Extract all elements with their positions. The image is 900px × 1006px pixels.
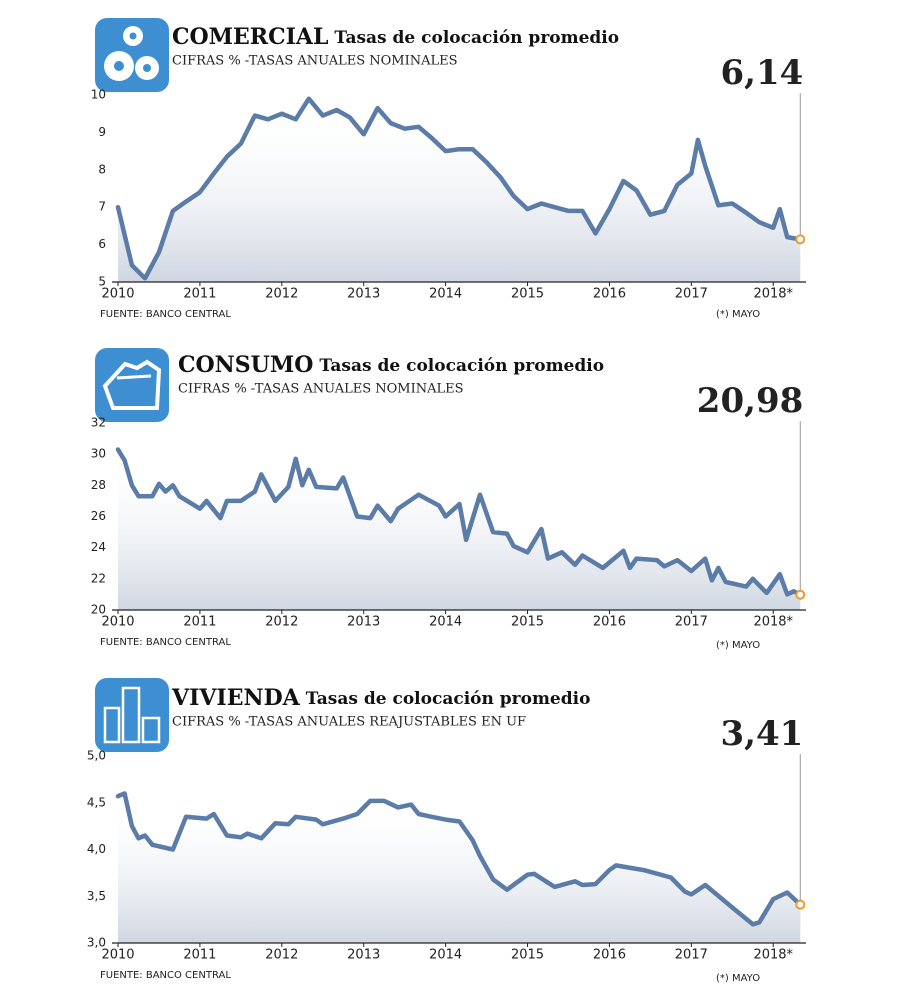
- x-tick-label: 2013: [347, 948, 380, 963]
- y-tick-label: 22: [91, 571, 106, 585]
- x-tick-label: 2016: [593, 948, 626, 963]
- y-tick-label: 32: [91, 416, 106, 430]
- y-tick-label: 10: [91, 88, 106, 102]
- area: [118, 98, 801, 282]
- y-tick-label: 28: [91, 478, 106, 492]
- y-tick-label: 20: [91, 603, 106, 617]
- source-note: FUENTE: BANCO CENTRAL: [100, 309, 231, 320]
- y-tick-label: 9: [98, 125, 106, 139]
- x-tick-label: 2014: [429, 615, 462, 630]
- y-tick-label: 8: [98, 162, 106, 176]
- x-tick-label: 2012: [265, 615, 298, 630]
- x-tick-label: 2011: [183, 948, 216, 963]
- footnote: (*) MAYO: [716, 309, 760, 320]
- x-tick-label: 2011: [183, 615, 216, 630]
- chart-heading: COMERCIAL Tasas de colocación promedio: [172, 24, 619, 50]
- y-tick-label: 4,5: [87, 795, 106, 809]
- footnote: (*) MAYO: [716, 640, 760, 651]
- y-tick-label: 6: [98, 237, 106, 251]
- y-tick-label: 5: [98, 275, 106, 289]
- series-line: [115, 96, 803, 281]
- x-tick-label: 2018*: [753, 287, 793, 302]
- footnote: (*) MAYO: [716, 973, 760, 984]
- chart-title: VIVIENDA: [171, 685, 301, 711]
- y-tick-label: 26: [91, 509, 106, 523]
- series-line: [115, 791, 803, 927]
- x-tick-label: 2013: [347, 615, 380, 630]
- y-tick-label: 3,0: [87, 936, 106, 950]
- y-tick-label: 5,0: [87, 749, 106, 763]
- area: [118, 449, 801, 610]
- x-tick-label: 2016: [593, 615, 626, 630]
- chart-heading: VIVIENDA Tasas de colocación promedio: [171, 685, 590, 711]
- icon-gears: [95, 18, 169, 92]
- value-label: 20,98: [697, 381, 803, 421]
- chart-subtitle: Tasas de colocación promedio: [306, 689, 591, 709]
- x-tick-label: 2018*: [753, 948, 793, 963]
- value-label: 3,41: [720, 714, 803, 754]
- source-note: FUENTE: BANCO CENTRAL: [100, 970, 231, 981]
- source-note: FUENTE: BANCO CENTRAL: [100, 637, 231, 648]
- series-line: [115, 447, 803, 597]
- x-tick-label: 2012: [265, 948, 298, 963]
- x-tick-label: 2018*: [753, 615, 793, 630]
- x-tick-label: 2013: [347, 287, 380, 302]
- x-tick-label: 2015: [511, 948, 544, 963]
- chart-heading: CONSUMO Tasas de colocación promedio: [178, 352, 604, 378]
- icon-folders: [95, 348, 169, 422]
- area: [118, 793, 801, 943]
- y-tick-label: 3,5: [87, 889, 106, 903]
- x-tick-label: 2014: [429, 287, 462, 302]
- chart-subtitle: Tasas de colocación promedio: [334, 28, 619, 48]
- y-tick-label: 24: [91, 540, 106, 554]
- x-tick-label: 2010: [101, 948, 134, 963]
- x-tick-label: 2017: [675, 287, 708, 302]
- x-tick-label: 2017: [675, 615, 708, 630]
- chart-title: CONSUMO: [178, 352, 313, 378]
- y-tick-label: 7: [98, 200, 106, 214]
- x-tick-label: 2014: [429, 948, 462, 963]
- x-tick-label: 2010: [101, 287, 134, 302]
- x-tick-label: 2011: [183, 287, 216, 302]
- value-label: 6,14: [720, 53, 803, 93]
- y-tick-label: 4,0: [87, 842, 106, 856]
- icon-buildings: [95, 678, 169, 752]
- chart-subtitle: Tasas de colocación promedio: [319, 356, 604, 376]
- x-tick-label: 2015: [511, 287, 544, 302]
- x-tick-label: 2017: [675, 948, 708, 963]
- y-tick-label: 30: [91, 447, 106, 461]
- x-tick-label: 2012: [265, 287, 298, 302]
- units-note: CIFRAS % -TASAS ANUALES REAJUSTABLES EN …: [172, 715, 526, 730]
- x-tick-label: 2010: [101, 615, 134, 630]
- end-point: [795, 899, 806, 910]
- end-point: [795, 589, 806, 600]
- chart-title: COMERCIAL: [172, 24, 328, 50]
- units-note: CIFRAS % -TASAS ANUALES NOMINALES: [172, 54, 458, 69]
- end-point: [795, 234, 806, 245]
- x-tick-label: 2016: [593, 287, 626, 302]
- x-tick-label: 2015: [511, 615, 544, 630]
- units-note: CIFRAS % -TASAS ANUALES NOMINALES: [178, 382, 464, 397]
